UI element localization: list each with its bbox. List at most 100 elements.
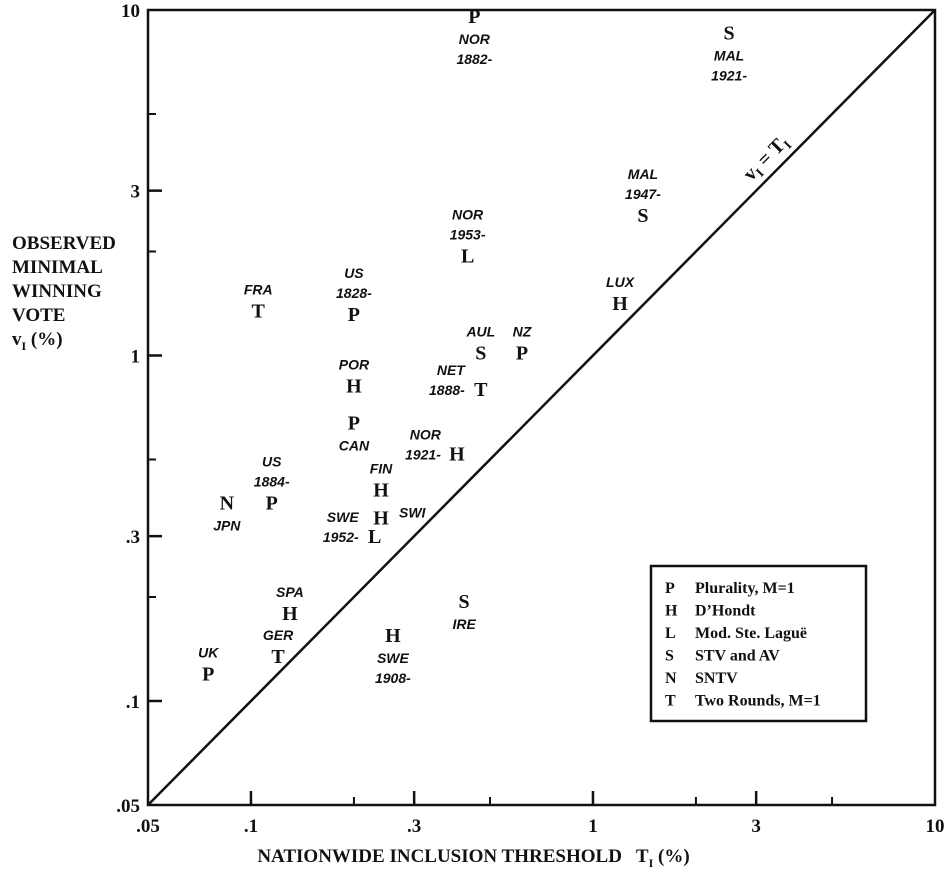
- y-tick-label: .3: [126, 527, 140, 548]
- point-label: 1888-: [429, 382, 465, 398]
- data-point: P NZ: [513, 324, 532, 365]
- data-points: P NOR 1882- S MAL 1921- S MAL 1947- L NOR 1953- H LUX…: [198, 6, 747, 686]
- data-point: L NOR 1953-: [450, 206, 486, 267]
- point-label: NOR: [410, 427, 442, 443]
- legend-text: D’Hondt: [695, 603, 756, 620]
- y-tick-label: 10: [121, 1, 140, 22]
- x-tick-label: .05: [136, 816, 160, 837]
- y-axis-label: OBSERVED MINIMAL WINNING VOTE vI (%): [12, 232, 116, 358]
- data-point: P NOR 1882-: [456, 6, 492, 67]
- legend: P Plurality, M=1 H D’Hondt L Mod. Ste. Laguë S…: [649, 564, 868, 723]
- legend-code: H: [665, 603, 678, 620]
- axis-tick-labels: .05 .1 .3 1 3 10 .05 .1 .3 1 3 10: [116, 1, 944, 837]
- point-label: 1908-: [375, 670, 411, 686]
- data-point: S IRE: [452, 591, 476, 632]
- x-tick-label: 1: [588, 816, 598, 837]
- y-axis-label-line: MINIMAL: [12, 257, 103, 278]
- point-symbol: P: [348, 412, 360, 434]
- point-symbol: S: [475, 343, 486, 365]
- point-symbol: P: [348, 304, 360, 326]
- point-label: 1953-: [450, 226, 486, 242]
- legend-text: SNTV: [695, 670, 738, 687]
- legend-code: N: [665, 670, 677, 687]
- point-label: LUX: [606, 274, 636, 290]
- y-axis-label-line: OBSERVED: [12, 233, 116, 254]
- point-symbol: P: [516, 343, 528, 365]
- point-symbol: S: [459, 591, 470, 613]
- y-axis-label-line: WINNING: [12, 281, 102, 302]
- legend-code: T: [665, 693, 676, 710]
- legend-code: L: [665, 625, 676, 642]
- point-label: SWE: [377, 650, 410, 666]
- point-label: JPN: [213, 518, 241, 534]
- data-point: H POR: [339, 356, 370, 397]
- data-point: H NOR 1921-: [405, 427, 465, 466]
- point-symbol: H: [449, 444, 465, 466]
- y-tick-label: .1: [126, 692, 140, 713]
- point-symbol: T: [271, 646, 285, 668]
- point-symbol: S: [637, 205, 648, 227]
- point-symbol: L: [461, 245, 474, 267]
- x-axis-symbol: T: [635, 846, 649, 867]
- point-symbol: H: [373, 479, 389, 501]
- x-tick-label: .1: [244, 816, 258, 837]
- data-point: H SWE 1908-: [375, 625, 411, 686]
- point-symbol: P: [468, 6, 480, 28]
- legend-code: S: [665, 648, 674, 665]
- data-point: L SWE 1952-: [323, 509, 381, 548]
- point-symbol: S: [724, 23, 735, 45]
- point-label: 1921-: [405, 447, 441, 463]
- x-tick-label: 10: [926, 816, 945, 837]
- legend-text: Two Rounds, M=1: [695, 693, 821, 710]
- y-axis-label-symbol-line: vI (%): [12, 328, 116, 358]
- point-label: US: [262, 454, 282, 470]
- legend-text: STV and AV: [695, 648, 780, 665]
- point-symbol: H: [612, 293, 628, 315]
- point-label: IRE: [452, 616, 476, 632]
- data-point: S MAL 1921-: [711, 23, 747, 84]
- data-point: N JPN: [213, 493, 241, 534]
- point-label: FIN: [370, 460, 393, 476]
- point-label: GER: [263, 627, 294, 643]
- data-point: P UK: [198, 645, 219, 686]
- x-axis-label-text: NATIONWIDE INCLUSION THRESHOLD: [257, 846, 622, 867]
- point-label: 1952-: [323, 529, 359, 545]
- point-symbol: N: [220, 493, 235, 515]
- legend-text: Mod. Ste. Laguë: [695, 625, 807, 642]
- data-point: H FIN: [370, 460, 393, 501]
- point-label: NZ: [513, 324, 532, 340]
- x-tick-label: .3: [407, 816, 421, 837]
- data-point: T NET 1888-: [429, 362, 488, 401]
- point-label: SWE: [327, 509, 360, 525]
- x-axis-unit: (%): [658, 846, 690, 867]
- point-symbol: H: [282, 603, 298, 625]
- data-point: P CAN: [339, 412, 370, 453]
- x-axis-label: NATIONWIDE INCLUSION THRESHOLD TI (%): [0, 846, 947, 871]
- data-point: P US 1884-: [254, 454, 290, 515]
- x-axis-subscript: I: [648, 855, 654, 870]
- point-label: 1828-: [336, 285, 372, 301]
- point-label: 1947-: [625, 186, 661, 202]
- data-point: S AUL: [465, 324, 495, 365]
- point-symbol: H: [385, 625, 401, 647]
- point-symbol: H: [346, 375, 362, 397]
- y-tick-label: .05: [116, 796, 140, 817]
- legend-code: P: [665, 580, 675, 597]
- y-axis-unit: (%): [30, 329, 63, 350]
- point-symbol: P: [266, 493, 278, 515]
- point-symbol: T: [252, 300, 266, 322]
- x-tick-label: 3: [751, 816, 761, 837]
- data-point: H SPA: [276, 584, 304, 625]
- point-label: US: [344, 265, 364, 281]
- data-point: P US 1828-: [336, 265, 372, 326]
- point-symbol: L: [368, 526, 381, 548]
- point-label: 1884-: [254, 474, 290, 490]
- point-label: NET: [437, 362, 466, 378]
- point-label: 1921-: [711, 68, 747, 84]
- equality-diagonal-line: [147, 9, 936, 806]
- axis-ticks: [148, 113, 834, 805]
- point-symbol: P: [202, 664, 214, 686]
- data-point: T GER: [263, 627, 294, 668]
- point-label: NOR: [459, 31, 491, 47]
- point-symbol: H: [373, 507, 389, 529]
